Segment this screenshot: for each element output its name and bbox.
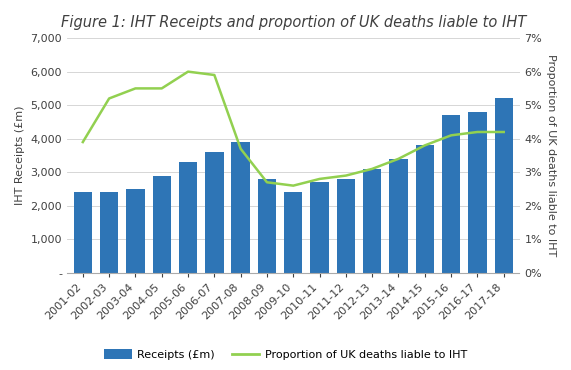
Bar bbox=[389, 159, 408, 273]
Bar bbox=[337, 179, 355, 273]
Bar bbox=[152, 176, 171, 273]
Bar bbox=[100, 192, 118, 273]
Bar bbox=[311, 182, 329, 273]
Bar bbox=[179, 162, 197, 273]
Bar bbox=[442, 115, 460, 273]
Bar bbox=[126, 189, 144, 273]
Y-axis label: Proportion of UK deaths liable to IHT: Proportion of UK deaths liable to IHT bbox=[546, 54, 556, 256]
Bar bbox=[363, 169, 381, 273]
Bar bbox=[74, 192, 92, 273]
Bar bbox=[231, 142, 250, 273]
Bar bbox=[258, 179, 276, 273]
Legend: Receipts (£m), Proportion of UK deaths liable to IHT: Receipts (£m), Proportion of UK deaths l… bbox=[99, 345, 472, 364]
Bar bbox=[205, 152, 224, 273]
Bar bbox=[416, 145, 434, 273]
Bar bbox=[468, 112, 486, 273]
Y-axis label: IHT Receipts (£m): IHT Receipts (£m) bbox=[15, 106, 25, 205]
Title: Figure 1: IHT Receipts and proportion of UK deaths liable to IHT: Figure 1: IHT Receipts and proportion of… bbox=[61, 15, 526, 30]
Bar bbox=[494, 98, 513, 273]
Bar bbox=[284, 192, 303, 273]
